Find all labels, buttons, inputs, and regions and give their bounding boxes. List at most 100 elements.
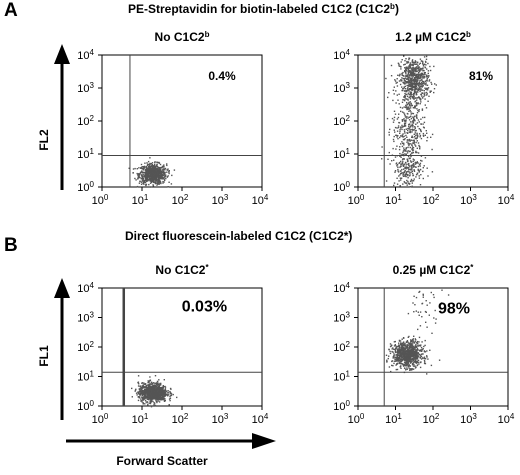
data-point	[409, 64, 411, 66]
data-point	[139, 388, 141, 391]
data-point	[422, 67, 424, 69]
data-point	[154, 394, 156, 396]
data-point	[415, 88, 417, 91]
data-point	[426, 373, 428, 375]
data-point	[415, 310, 417, 312]
data-point	[393, 135, 395, 138]
data-point	[427, 62, 429, 65]
data-point	[404, 63, 406, 65]
data-point	[426, 68, 428, 70]
data-point	[399, 177, 402, 179]
data-point	[413, 129, 415, 131]
data-point	[411, 180, 414, 182]
percent-label: 0.03%	[182, 298, 227, 315]
data-point	[152, 396, 154, 398]
data-point	[430, 364, 433, 367]
x-tick-label: 103	[460, 412, 477, 427]
data-point	[414, 340, 416, 343]
data-point	[423, 359, 426, 362]
data-point	[401, 348, 403, 351]
data-point	[433, 91, 435, 94]
data-point	[170, 393, 173, 395]
data-point	[409, 85, 411, 88]
data-point	[420, 77, 422, 79]
data-point	[144, 166, 146, 169]
data-point	[163, 394, 166, 396]
data-point	[156, 169, 158, 171]
data-point	[155, 397, 157, 400]
data-point	[411, 61, 413, 63]
data-point	[405, 106, 407, 109]
data-point	[150, 180, 152, 183]
data-point	[158, 395, 161, 397]
data-point	[420, 137, 423, 140]
x-tick-label: 100	[348, 412, 365, 427]
data-point	[412, 365, 415, 367]
data-point	[426, 326, 428, 328]
data-point	[399, 350, 401, 352]
data-point	[394, 349, 396, 351]
data-point	[142, 403, 144, 405]
data-point	[408, 169, 410, 171]
data-point	[406, 368, 408, 370]
data-point	[408, 69, 411, 72]
data-point	[408, 116, 411, 118]
data-point	[413, 74, 415, 76]
data-point	[405, 75, 408, 77]
data-point	[164, 172, 166, 174]
data-point	[168, 404, 170, 406]
data-point	[147, 173, 150, 176]
data-point	[399, 347, 401, 349]
data-point	[404, 352, 406, 354]
data-point	[403, 357, 406, 360]
data-point	[162, 178, 164, 180]
data-point	[398, 74, 401, 77]
data-point	[407, 364, 410, 367]
data-point	[411, 86, 414, 88]
data-point	[403, 75, 405, 77]
data-point	[169, 395, 171, 398]
data-point	[147, 396, 149, 398]
data-point	[158, 388, 160, 390]
data-point	[138, 173, 140, 175]
data-point	[163, 379, 165, 381]
data-point	[413, 79, 415, 81]
data-point	[407, 88, 409, 91]
data-point	[142, 178, 145, 180]
data-point	[155, 165, 158, 167]
data-point	[417, 311, 419, 313]
data-point	[154, 395, 157, 398]
data-point	[389, 352, 392, 355]
data-point	[408, 71, 411, 73]
data-point	[391, 360, 393, 363]
data-point	[397, 356, 400, 359]
data-point	[419, 103, 421, 105]
data-point	[414, 345, 416, 347]
data-point	[406, 112, 409, 115]
data-point	[159, 393, 161, 396]
data-point	[405, 104, 407, 107]
data-point	[411, 59, 414, 61]
data-point	[405, 355, 407, 358]
data-point	[399, 340, 402, 342]
data-point	[424, 157, 427, 159]
data-point	[412, 350, 415, 352]
data-point	[415, 141, 417, 144]
data-point	[148, 389, 150, 391]
data-point	[405, 98, 407, 100]
data-point	[158, 393, 160, 395]
data-point	[411, 131, 413, 133]
data-point	[169, 390, 171, 393]
data-point	[151, 175, 154, 177]
data-point	[423, 71, 426, 74]
data-point	[406, 90, 408, 92]
data-point	[422, 357, 424, 359]
data-point	[404, 174, 406, 177]
data-point	[410, 340, 412, 342]
data-point	[427, 70, 430, 72]
data-point	[397, 138, 399, 140]
data-point	[412, 160, 414, 162]
data-point	[416, 351, 418, 353]
data-point	[150, 390, 153, 392]
data-point	[415, 134, 417, 136]
